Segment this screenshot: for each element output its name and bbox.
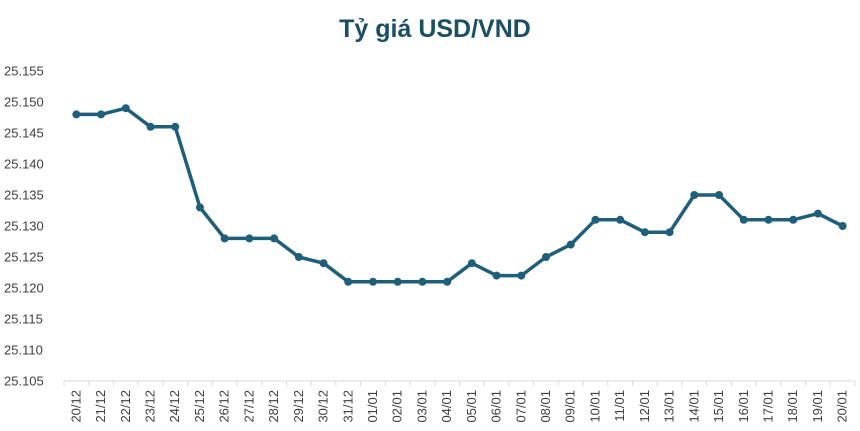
x-axis-tick-labels: 20/12 21/12 22/12 23/12 24/12 25/12 26/12 27/12… [68,390,849,423]
x-tick-label: 13/01 [662,390,677,423]
x-tick-label: 05/01 [464,390,479,423]
x-tick-label: 29/12 [291,390,306,423]
data-point [739,215,748,224]
series-line [76,106,844,284]
y-axis-tick-labels: 25.155 25.150 25.145 25.140 25.135 25.130 25.1… [4,64,44,389]
data-point [146,122,155,131]
x-tick-label: 20/01 [835,390,850,423]
x-tick-label: 15/01 [711,390,726,423]
y-tick-label: 25.120 [4,281,44,296]
data-point [715,191,724,199]
y-tick-label: 25.130 [4,219,44,234]
x-tick-label: 02/01 [390,390,405,423]
data-point [195,203,204,212]
data-point [418,277,427,286]
x-tick-label: 06/01 [489,390,504,423]
x-tick-label: 31/12 [340,390,355,423]
y-tick-label: 25.145 [4,126,44,141]
data-point [245,234,254,243]
x-tick-label: 09/01 [563,390,578,423]
y-tick-label: 25.115 [4,312,43,327]
x-tick-label: 25/12 [192,390,207,423]
data-point [838,222,847,230]
y-tick-label: 25.125 [4,250,44,265]
x-tick-label: 03/01 [414,390,429,423]
y-tick-label: 25.155 [4,64,44,79]
data-point [121,104,130,113]
x-tick-label: 07/01 [513,390,528,423]
data-point [294,253,303,261]
x-tick-label: 19/01 [810,390,825,423]
data-point [665,228,674,237]
x-tick-label: 21/12 [93,390,108,423]
x-axis-tick-marks [63,381,856,386]
data-point [171,122,180,131]
data-point [690,191,699,199]
x-tick-label: 27/12 [241,390,256,423]
x-tick-label: 14/01 [686,390,701,423]
data-point [640,228,649,237]
data-point [616,215,625,224]
y-tick-label: 25.105 [4,374,44,389]
data-point [542,253,551,261]
y-tick-label: 25.150 [4,95,44,110]
data-point [270,234,279,243]
data-point [220,234,229,243]
x-tick-label: 12/01 [637,390,652,423]
data-point [368,277,377,286]
x-tick-label: 22/12 [118,390,133,423]
x-tick-label: 26/12 [217,390,232,423]
data-point [443,277,452,286]
series-points [72,104,847,286]
x-tick-label: 04/01 [439,390,454,423]
x-tick-label: 17/01 [760,390,775,423]
data-point [393,277,402,286]
data-point [72,110,81,119]
data-point [319,259,328,268]
y-tick-label: 25.110 [4,343,43,358]
data-point [813,209,822,218]
data-point [467,259,476,268]
data-point [566,240,575,249]
x-tick-label: 23/12 [143,390,158,423]
data-point [517,271,526,280]
x-tick-label: 16/01 [736,390,751,423]
x-tick-label: 08/01 [538,390,553,423]
x-tick-label: 18/01 [785,390,800,423]
y-tick-label: 25.140 [4,157,44,172]
x-tick-label: 10/01 [587,390,602,423]
x-tick-label: 30/12 [316,390,331,423]
data-point [492,271,501,280]
data-point [97,110,106,119]
x-tick-label: 20/12 [68,390,83,423]
data-point [591,215,600,224]
x-tick-label: 24/12 [167,390,182,423]
data-point [789,215,798,224]
y-tick-label: 25.135 [4,188,44,203]
x-tick-label: 01/01 [365,390,380,423]
x-tick-label: 11/01 [612,390,627,422]
data-point [764,215,773,224]
data-point [344,277,353,286]
chart-title: Tỷ giá USD/VND [339,15,531,43]
x-tick-label: 28/12 [266,390,281,423]
